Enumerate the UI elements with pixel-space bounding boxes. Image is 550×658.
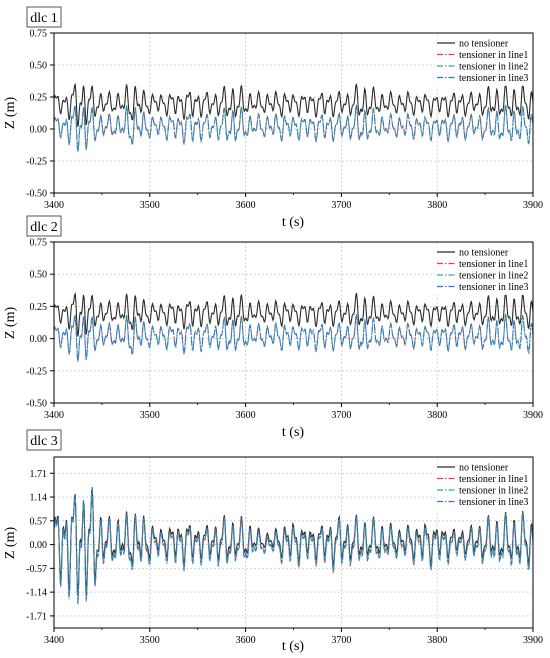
plot-frame [53,456,534,629]
x-tick-label: 3500 [140,410,160,421]
legend-label: tensioner in line3 [459,282,528,293]
series-line-4 [54,104,533,152]
chart-panel-dlc3: dlc 3 Z (m) t (s) 3400 3500 3600 3700 3800 39… [3,429,543,654]
x-axis-label: t (s) [282,215,305,230]
series-line-1 [54,82,533,127]
y-tick-label: -0.50 [26,399,47,410]
x-tick-label: 3400 [44,200,64,211]
legend-label: tensioner in line1 [459,259,528,270]
y-tick-label: -1.14 [26,588,47,599]
y-tick-label: -0.50 [26,189,47,200]
legend-label: tensioner in line2 [459,486,528,497]
x-tick-label: 3700 [331,635,351,646]
y-tick-label: 0.75 [30,238,48,249]
legend-label: tensioner in line1 [459,50,528,61]
panel-title-box [26,215,62,237]
x-tick-label: 3900 [523,635,543,646]
series-line-4 [54,314,533,362]
series-line-4 [54,487,533,603]
legend-label: tensioner in line3 [459,73,528,84]
panel-title-box [26,429,62,451]
series-line-1 [54,292,533,337]
legend-label: no tensioner [459,463,509,474]
series-group [54,487,533,605]
x-tick-label: 3800 [427,410,447,421]
legend-label: no tensioner [459,39,509,50]
y-tick-label: 0.00 [30,540,48,551]
legend-label: tensioner in line1 [459,474,528,485]
panel-title: dlc 2 [30,220,58,235]
x-axis-label: t (s) [282,425,305,440]
x-tick-label: 3900 [523,200,543,211]
x-tick-label: 3700 [331,200,351,211]
panel-title: dlc 1 [30,11,58,26]
legend-label: tensioner in line3 [459,497,528,508]
legend-label: no tensioner [459,248,509,259]
x-tick-label: 3600 [236,635,256,646]
plot-frame [53,241,534,404]
y-tick-label: 0.00 [30,334,48,345]
y-tick-label: -0.57 [26,564,47,575]
chart-panel-dlc2: dlc 2 Z (m) t (s) 3400 3500 3600 3700 3800 39… [3,215,543,440]
series-line-3 [54,104,533,152]
x-tick-label: 3500 [140,635,160,646]
panel-title: dlc 3 [30,434,58,449]
series-group [54,292,533,362]
series-group [54,82,533,153]
y-tick-label: 0.75 [30,29,48,40]
x-tick-label: 3600 [236,200,256,211]
plot-frame [53,32,534,194]
y-tick-label: 1.71 [30,469,48,480]
series-line-2 [54,488,533,605]
x-tick-label: 3400 [44,410,64,421]
y-tick-label: 0.50 [30,270,48,281]
y-tick-label: 0.00 [30,125,48,136]
x-tick-label: 3900 [523,410,543,421]
y-tick-label: 1.14 [30,493,48,504]
y-tick-label: -1.71 [26,611,47,622]
y-tick-label: -0.25 [26,157,47,168]
x-tick-label: 3400 [44,635,64,646]
y-axis-label: Z (m) [3,307,18,340]
legend-label: tensioner in line2 [459,271,528,282]
y-tick-label: 0.25 [30,93,48,104]
legend-label: tensioner in line2 [459,62,528,73]
y-tick-label: 0.50 [30,61,48,72]
x-tick-label: 3600 [236,410,256,421]
x-tick-label: 3800 [427,200,447,211]
y-tick-label: -0.25 [26,366,47,377]
x-tick-label: 3800 [427,635,447,646]
y-tick-label: 0.57 [30,516,48,527]
y-axis-label: Z (m) [3,527,18,560]
y-axis-label: Z (m) [3,97,18,130]
panel-title-box [26,6,62,28]
x-axis-label: t (s) [282,639,305,654]
x-tick-label: 3700 [331,410,351,421]
y-tick-label: 0.25 [30,302,48,313]
x-tick-label: 3500 [140,200,160,211]
chart-panel-dlc1: dlc 1 Z (m) t (s) 3400 3500 3600 3700 3800 39… [3,6,543,230]
